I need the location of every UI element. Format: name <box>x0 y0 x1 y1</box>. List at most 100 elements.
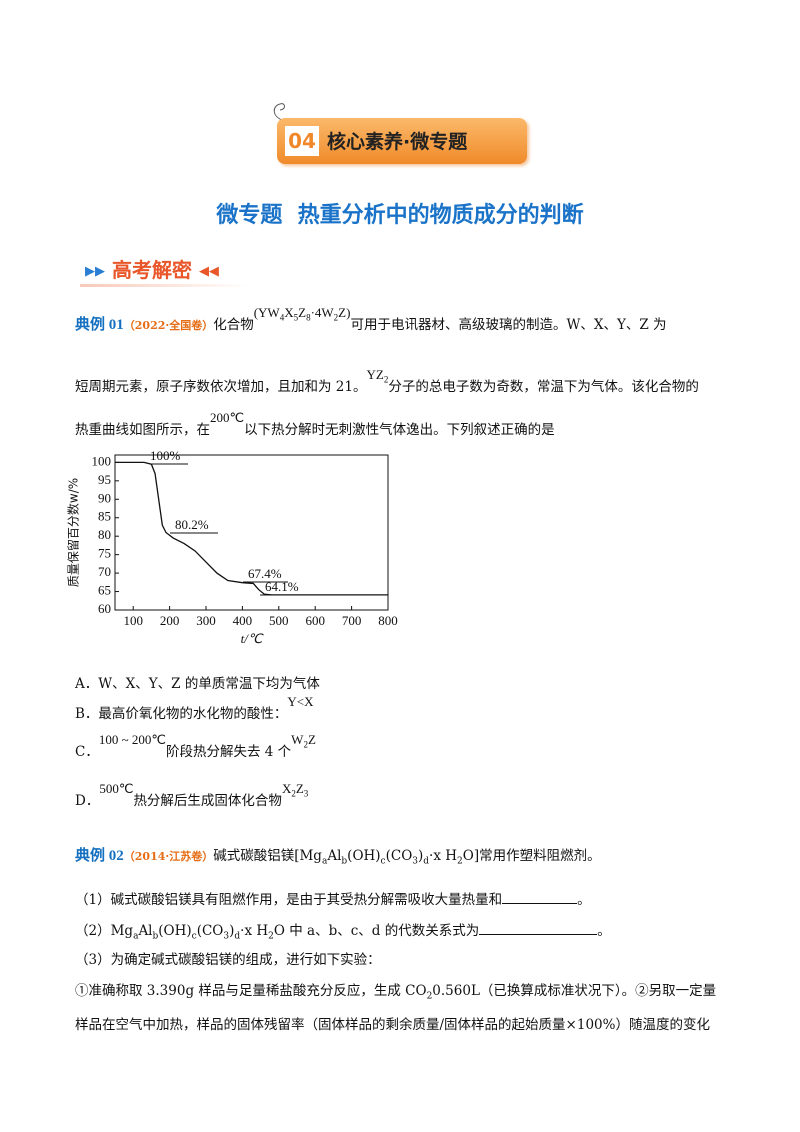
annotation: 64.1% <box>265 579 299 594</box>
section-heading: ▶▶ 高考解密 ◀◀ <box>85 254 219 283</box>
annotation: 67.4% <box>248 566 282 581</box>
subscript: c <box>380 856 386 867</box>
subscript: c <box>191 931 197 942</box>
option: D．500℃热分解后生成固体化合物X2Z3 <box>75 781 309 811</box>
y-tick-label: 100 <box>92 453 112 468</box>
x-tick-label: 700 <box>342 613 362 628</box>
x-tick-label: 600 <box>305 613 325 628</box>
text-run: (YW <box>253 305 280 320</box>
text-run: ) <box>418 848 424 864</box>
text-run: (OH) <box>347 848 381 864</box>
text-run: 样品在空气中加热，样品的固体残留率（固体样品的剩余质量/固体样品的起始质量×10… <box>75 1017 710 1033</box>
annotation: 100% <box>150 448 181 463</box>
subscript: 3 <box>303 788 309 799</box>
y-tick-label: 70 <box>98 564 111 579</box>
text-run: 碱式碳酸铝镁[Mg <box>213 848 322 864</box>
arrow-icon: ▶▶ <box>85 264 105 279</box>
text-run: 热分解后生成固体化合物 <box>133 793 282 809</box>
text-run: (CO <box>385 848 413 864</box>
example-source: （2014·江苏卷） <box>123 850 214 863</box>
y-tick-label: 95 <box>98 472 111 487</box>
y-tick-label: 90 <box>98 490 111 505</box>
answer-blank <box>479 920 598 935</box>
text-run: Z <box>295 781 304 796</box>
subscript: 2 <box>268 931 274 942</box>
text-run: X <box>281 781 292 796</box>
subscript: 2 <box>383 374 389 385</box>
formula: YZ2 <box>366 367 389 385</box>
text-run: （1）碱式碳酸铝镁具有阻燃作用，是由于其受热分解需吸收大量热量和 <box>75 892 503 908</box>
text-run: (CO <box>196 923 224 939</box>
text-run: 。 <box>577 892 591 908</box>
subscript: 2 <box>457 856 463 867</box>
subscript: a <box>133 931 139 942</box>
answer-blank <box>502 889 578 904</box>
question-line: （2）MgaAlb(OH)c(CO3)d·x H2O 中 a、b、c、d 的代数… <box>75 919 611 942</box>
formula: 100 ~ 200℃ <box>99 732 166 747</box>
text-run: B．最高价氧化物的水化物的酸性： <box>75 706 288 722</box>
text-run: 阶段热分解失去 4 个 <box>165 744 292 760</box>
text-run: W <box>291 732 304 747</box>
badge-curl <box>273 103 285 121</box>
text-run: A．W、X、Y、Z 的单质常温下均为气体 <box>75 676 320 692</box>
runs: 碱式碳酸铝镁[MgaAlb(OH)c(CO3)d·x H2O]常用作塑料阻燃剂。 <box>213 848 601 867</box>
text-run: 。 <box>597 923 611 939</box>
text-run: ①准确称取 3.390g 样品与足量稀盐酸充分反应，生成 CO <box>75 983 427 999</box>
x-tick-label: 200 <box>160 613 180 628</box>
y-tick-label: 60 <box>98 601 111 616</box>
text-run: （3）为确定碱式碳酸铝镁的组成，进行如下实验： <box>75 952 381 968</box>
question-line: ①准确称取 3.390g 样品与足量稀盐酸充分反应，生成 CO20.560L（已… <box>75 979 716 1002</box>
subscript: b <box>152 931 159 942</box>
option: B．最高价氧化物的水化物的酸性：Y<X <box>75 694 314 722</box>
text-run: 化合物 <box>213 317 254 333</box>
formula: 200℃ <box>210 410 244 425</box>
option: A．W、X、Y、Z 的单质常温下均为气体 <box>75 672 320 692</box>
text-run: (OH) <box>158 923 192 939</box>
subscript: d <box>234 931 241 942</box>
x-axis-label: t/℃ <box>241 631 264 646</box>
subscript: 2 <box>426 991 433 1002</box>
text-run: D． <box>75 793 100 809</box>
y-axis-label: 质量保留百分数w/% <box>66 478 81 587</box>
arrow-icon: ◀◀ <box>198 264 219 279</box>
formula: 500℃ <box>99 781 133 796</box>
subscript: 2 <box>333 312 339 323</box>
x-tick-label: 500 <box>269 613 289 628</box>
text-run: Y<X <box>287 694 314 709</box>
y-tick-label: 85 <box>98 509 111 524</box>
y-tick-label: 75 <box>98 546 111 561</box>
text-run: （2）Mg <box>75 923 134 939</box>
curve <box>115 461 388 596</box>
title: 微专题 热重分析中的物质成分的判断 <box>216 203 584 228</box>
text-run: ·4W <box>310 305 334 320</box>
text-run: 以下热分解时无刺激性气体逸出。下列叙述正确的是 <box>244 422 555 438</box>
text-run: 短周期元素，原子序数依次增加，且加和为 21。 <box>75 379 367 395</box>
formula: W2Z <box>291 732 316 750</box>
section-underline <box>80 284 250 287</box>
text-run: Z) <box>338 305 351 320</box>
question-line: （3）为确定碱式碳酸铝镁的组成，进行如下实验： <box>75 948 381 968</box>
subscript: 2 <box>303 739 308 750</box>
text-run: O 中 a、b、c、d 的代数关系式为 <box>273 923 480 939</box>
text-run: ) <box>229 923 235 939</box>
ex2-line: 典例 02（2014·江苏卷）碱式碳酸铝镁[MgaAlb(OH)c(CO3)d·… <box>75 844 601 867</box>
text-run: Al <box>138 923 153 939</box>
ex1-line: 典例 01（2022·全国卷）化合物(YW4X5Z8·4W2Z)可用于电讯器材、… <box>75 305 667 335</box>
text-run: X <box>284 305 294 320</box>
x-tick-label: 100 <box>123 613 143 628</box>
question-line: （1）碱式碳酸铝镁具有阻燃作用，是由于其受热分解需吸收大量热量和 。 <box>75 888 591 908</box>
subscript: 2 <box>291 788 296 799</box>
badge-text: 核心素养·微专题 <box>327 131 468 153</box>
ex1-line: 热重曲线如图所示，在200℃以下热分解时无刺激性气体逸出。下列叙述正确的是 <box>75 410 555 438</box>
text-run: 热重曲线如图所示，在 <box>75 422 210 438</box>
text-run: O]常用作塑料阻燃剂。 <box>462 848 601 864</box>
text-run: YZ <box>366 367 384 382</box>
text-run: 100 ~ 200℃ <box>98 732 166 747</box>
text-run: 分子的总电子数为奇数，常温下为气体。该化合物的 <box>388 379 699 395</box>
text-run: C． <box>75 744 99 760</box>
x-tick-label: 400 <box>233 613 253 628</box>
text-run: ·x H <box>429 848 458 864</box>
example-source: （2022·全国卷） <box>123 319 214 332</box>
text-run: Z <box>307 732 316 747</box>
